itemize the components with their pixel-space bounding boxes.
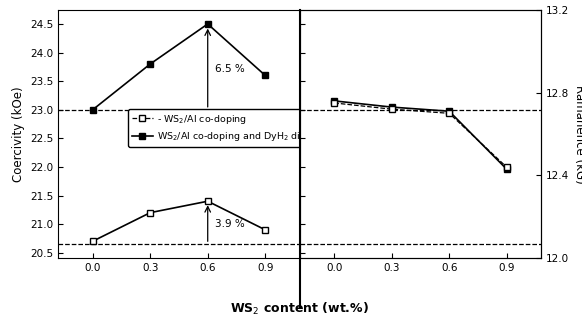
Y-axis label: Coercivity (kOe): Coercivity (kOe) — [12, 86, 24, 182]
Y-axis label: Ramanence (kG): Ramanence (kG) — [573, 85, 582, 183]
Text: 6.5 %: 6.5 % — [215, 64, 245, 74]
Text: WS$_2$ content (wt.%): WS$_2$ content (wt.%) — [230, 300, 369, 317]
Legend: - WS$_2$/Al co-doping, WS$_2$/Al co-doping and DyH$_2$ dip-coating: - WS$_2$/Al co-doping, WS$_2$/Al co-dopi… — [128, 109, 350, 147]
Text: 3.9 %: 3.9 % — [215, 219, 245, 229]
